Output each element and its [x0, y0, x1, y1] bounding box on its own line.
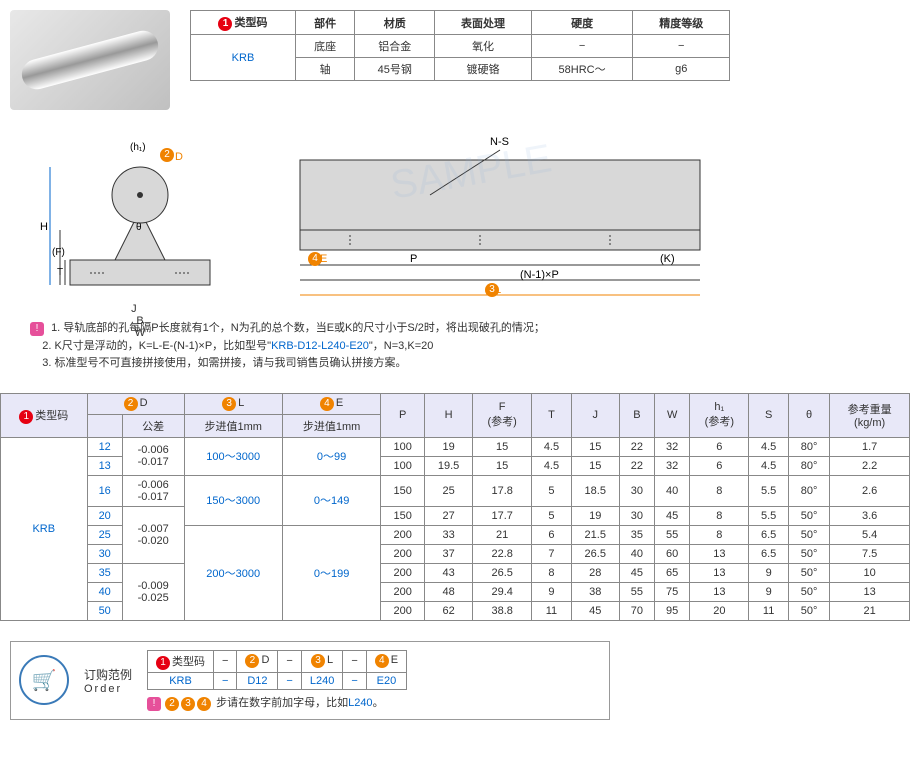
svg-text:D: D [175, 151, 183, 163]
th-material: 材质 [355, 11, 435, 35]
svg-text:θ: θ [136, 222, 142, 233]
svg-text:(h₁): (h₁) [130, 142, 146, 153]
table-row: 35-0.009 -0.0252004326.5828456513950°10 [1, 563, 910, 582]
cart-icon: 🛒 [19, 655, 69, 705]
svg-text:(F): (F) [52, 247, 65, 258]
svg-text:T: T [57, 267, 63, 278]
main-spec-table: 1类型码 2D 3L 4E P H F (参考) T J B W h₁ (参考)… [0, 393, 910, 621]
table-row: 20-0.007 -0.0201502717.7519304585.550°3.… [1, 506, 910, 525]
th-type: 类型码 [234, 17, 267, 29]
svg-text:(K): (K) [660, 253, 675, 265]
svg-text:P: P [410, 253, 417, 265]
th-part: 部件 [295, 11, 354, 35]
order-example: 🛒 订购范例 Order 1类型码 − 2D − 3L − 4E KRB − D… [10, 641, 610, 720]
th-surface: 表面处理 [435, 11, 532, 35]
th-precision: 精度等级 [633, 11, 730, 35]
table-row: KRB12-0.006 -0.017100～30000～9910019154.5… [1, 437, 910, 456]
svg-text:(N-1)×P: (N-1)×P [520, 269, 559, 281]
th-hardness: 硬度 [531, 11, 633, 35]
table-row: 16-0.006 -0.017150～30000～1491502517.8518… [1, 475, 910, 506]
svg-text:N-S: N-S [490, 136, 509, 148]
product-image [10, 10, 170, 110]
svg-text:H: H [40, 221, 48, 233]
technical-diagram: H (F) T (h₁) D θ 2 J B W SAMPLE N-S E [0, 120, 910, 310]
type-code: KRB [191, 35, 296, 81]
spec-table: 1类型码 部件 材质 表面处理 硬度 精度等级 KRB 底座 铝合金 氧化 − … [190, 10, 730, 81]
